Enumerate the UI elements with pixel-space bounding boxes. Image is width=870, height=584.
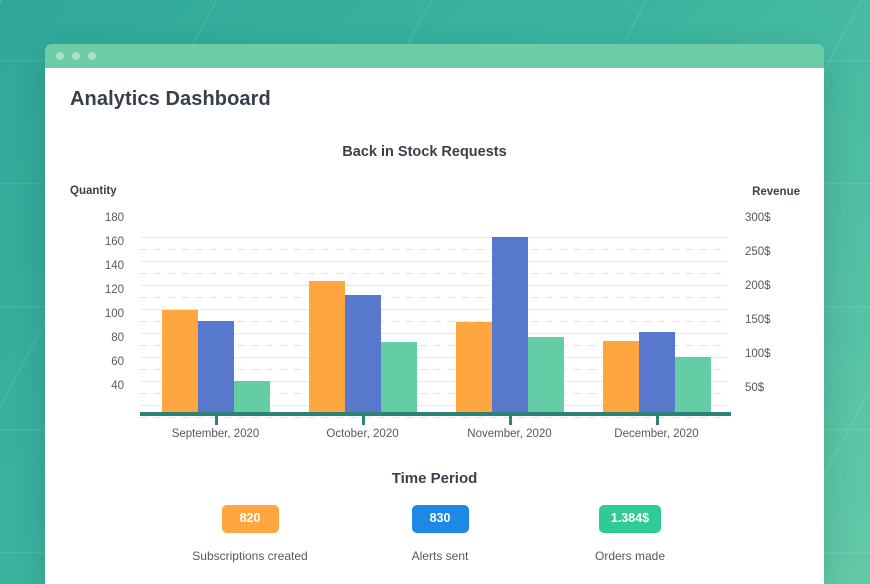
gridline-minor [140, 321, 728, 322]
x-tickmark [508, 416, 512, 425]
chart-title-text: Back in Stock Requests [342, 144, 507, 160]
time-period-title: Time Period [391, 470, 478, 487]
browser-window: Analytics Dashboard Back in Stock Reques… [45, 44, 824, 584]
gridline-minor [140, 417, 728, 418]
x-axis-label: September, 2020 [171, 428, 260, 440]
bar[interactable] [161, 309, 198, 412]
bar[interactable] [233, 380, 270, 412]
gridline-minor [140, 297, 728, 298]
x-axis-label: November, 2020 [467, 428, 552, 440]
metric-item: 820 Subscriptions created [170, 505, 330, 563]
metric-item: 1.384$ Orders made [550, 505, 710, 563]
gridline-major [140, 237, 728, 238]
gridline-major [140, 309, 728, 310]
gridline-major [140, 333, 728, 334]
metric-item: 830 Alerts sent [360, 505, 520, 563]
bar[interactable] [491, 237, 528, 412]
bar[interactable] [527, 337, 564, 412]
bar[interactable] [602, 340, 639, 412]
y-tick-left: 100 [104, 308, 124, 320]
metric-label: Alerts sent [411, 548, 469, 563]
x-axis-line [140, 412, 731, 416]
bar[interactable] [380, 342, 417, 412]
y-tick-left: 120 [104, 284, 124, 296]
metric-label: Subscriptions created [192, 548, 308, 563]
y-tick-right: 100$ [745, 348, 771, 360]
y-tick-left: 180 [104, 212, 124, 224]
gridline-minor [140, 273, 728, 274]
y-tick-right: 50$ [745, 382, 765, 394]
gridline-minor [140, 249, 728, 250]
y-tick-right: 200$ [745, 280, 771, 292]
bar-series-container [140, 214, 728, 412]
x-tickmark [361, 416, 365, 425]
y-tick-left: 140 [104, 260, 124, 272]
x-axis-label: October, 2020 [326, 428, 399, 440]
y-tick-right: 250$ [745, 246, 771, 258]
metrics-row: 820 Subscriptions created 830 Alerts sent 1.… [170, 505, 710, 563]
chart-title: Back in Stock Requests [45, 144, 824, 160]
window-titlebar [45, 44, 824, 68]
window-minimize-dot[interactable] [72, 52, 80, 60]
gridline-major [140, 261, 728, 262]
dashboard-body: Analytics Dashboard Back in Stock Reques… [45, 68, 824, 584]
window-maximize-dot[interactable] [88, 52, 96, 60]
y-tick-left: 160 [104, 236, 124, 248]
bar[interactable] [638, 332, 675, 412]
x-axis-label: December, 2020 [614, 428, 699, 440]
y-tick-left: 60 [111, 356, 124, 368]
bar[interactable] [455, 322, 492, 412]
window-close-dot[interactable] [56, 52, 64, 60]
metric-badge[interactable]: 820 [221, 505, 279, 533]
y-axis-title-revenue: Revenue [752, 186, 800, 198]
y-tick-right: 300$ [745, 212, 771, 224]
x-tickmark [214, 416, 218, 425]
gridline-minor [140, 393, 728, 394]
bar[interactable] [674, 357, 711, 412]
metric-badge[interactable]: 830 [411, 505, 469, 533]
bar[interactable] [197, 320, 234, 412]
gridline-major [140, 357, 728, 358]
y-tick-left: 80 [111, 332, 124, 344]
gridline-major [140, 381, 728, 382]
y-tick-right: 150$ [745, 314, 771, 326]
metric-badge[interactable]: 1.384$ [598, 505, 662, 533]
chart-plot-area: 180 160 140 120 100 80 60 40 300$ 250$ 200$ 150$ 10… [45, 68, 824, 584]
bar[interactable] [308, 280, 345, 412]
metric-label: Orders made [594, 548, 666, 563]
gridline-major [140, 285, 728, 286]
y-axis-title-quantity: Quantity [70, 185, 117, 197]
page-title: Analytics Dashboard [70, 88, 271, 110]
x-tickmark [655, 416, 659, 425]
y-tick-left: 40 [111, 380, 124, 392]
bar[interactable] [344, 294, 381, 412]
gridline-minor [140, 345, 728, 346]
gridlines [140, 214, 728, 418]
gridline-major [140, 405, 728, 406]
gridline-minor [140, 369, 728, 370]
